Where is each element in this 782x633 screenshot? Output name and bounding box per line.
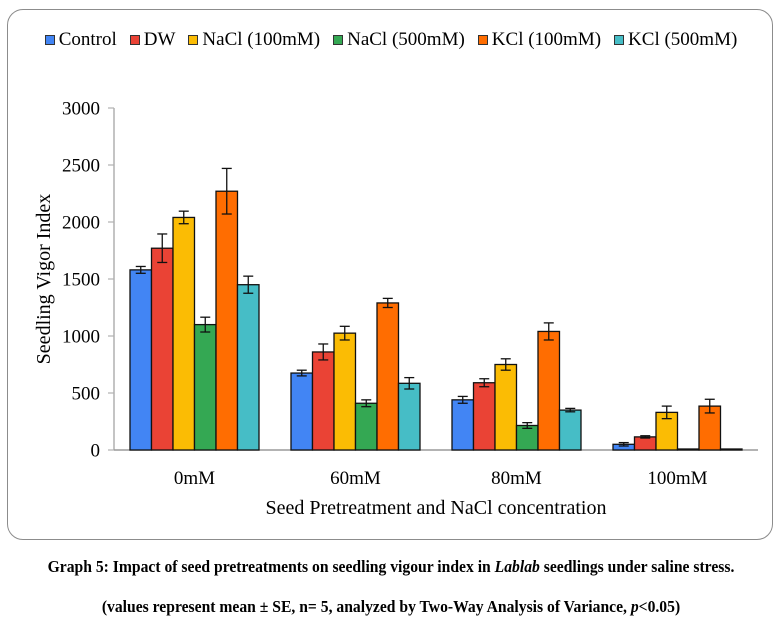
bar-chart: Seedling Vigor Index Seed Pretreatment a… (33, 99, 758, 519)
legend-swatch (614, 35, 625, 45)
bar (150, 247, 174, 451)
error-bar (361, 399, 372, 408)
bar (494, 363, 518, 451)
bar (719, 448, 743, 451)
caption-1-prefix: Graph 5: Impact of seed pretreatments on… (47, 557, 495, 576)
bar (172, 216, 196, 451)
x-tick-label: 80mM (491, 468, 542, 489)
error-bar (221, 167, 232, 215)
bar (558, 409, 582, 451)
error-bar (135, 265, 146, 274)
error-bar (243, 275, 254, 294)
bar (193, 323, 217, 451)
x-tick-label: 60mM (330, 468, 381, 489)
error-bar (565, 407, 576, 413)
error-bar (500, 358, 511, 371)
bar (537, 330, 561, 451)
bar (129, 269, 153, 451)
bar (290, 372, 314, 451)
error-bar (640, 435, 651, 439)
error-bar (382, 297, 393, 309)
error-bar (200, 316, 211, 333)
y-tick-label: 2500 (62, 156, 100, 177)
caption-line-1: Graph 5: Impact of seed pretreatments on… (31, 557, 750, 577)
error-bar (339, 325, 350, 341)
legend-swatch (44, 35, 55, 45)
legend-label: NaCl (500mM) (347, 29, 465, 50)
caption-2-prefix: (values represent mean ± SE, n= 5, analy… (101, 597, 631, 616)
error-bar (457, 395, 468, 404)
bar (376, 302, 400, 451)
y-tick-label: 3000 (62, 99, 100, 120)
caption-1-suffix: seedlings under saline stress. (539, 557, 735, 576)
legend-item: KCl (100mM) (477, 29, 602, 51)
y-ticks: 0 500 1000 1500 2000 2500 3000 (62, 99, 114, 462)
bar (397, 382, 421, 451)
bar (236, 284, 260, 451)
y-tick-label: 1000 (62, 327, 100, 348)
bar (676, 448, 700, 451)
legend-item: DW (129, 29, 176, 51)
bar (333, 332, 357, 451)
caption-2-suffix: <0.05) (638, 597, 681, 616)
error-bar (618, 441, 629, 447)
caption-1-italic: Lablab (494, 557, 540, 576)
legend: Control DW NaCl (100mM) NaCl (500mM) KCl (10… (0, 29, 782, 51)
bars (129, 190, 743, 451)
bar (311, 351, 335, 451)
legend-label: KCl (500mM) (628, 29, 738, 50)
y-tick-label: 0 (91, 441, 101, 462)
error-bar (404, 376, 415, 390)
bar (472, 382, 496, 451)
x-axis-title: Seed Pretreatment and NaCl concentration (266, 497, 607, 519)
bar (515, 424, 539, 451)
legend-swatch (333, 35, 344, 45)
y-tick-label: 500 (72, 384, 101, 405)
x-tick-label: 100mM (647, 468, 707, 489)
legend-swatch (188, 35, 199, 45)
legend-label: KCl (100mM) (491, 29, 602, 50)
bar (215, 190, 239, 451)
legend-swatch (477, 35, 488, 45)
legend-item: NaCl (500mM) (333, 29, 465, 51)
caption-line-2: (values represent mean ± SE, n= 5, analy… (31, 597, 750, 617)
error-bars (135, 167, 715, 447)
legend-label: NaCl (100mM) (202, 29, 321, 50)
error-bar (318, 343, 329, 361)
caption-2-italic: p (630, 597, 639, 616)
legend-item: NaCl (100mM) (188, 29, 320, 51)
bar (451, 399, 475, 451)
error-bar (522, 421, 533, 429)
legend-swatch (129, 35, 140, 45)
error-bar (296, 369, 307, 377)
error-bar (543, 322, 554, 341)
error-bar (178, 210, 189, 225)
bar (354, 402, 378, 451)
legend-label: DW (143, 29, 176, 50)
legend-item: KCl (500mM) (614, 29, 737, 51)
error-bar (661, 405, 672, 420)
y-tick-label: 2000 (62, 213, 100, 234)
error-bar (157, 233, 168, 264)
error-bar (704, 398, 715, 414)
x-tick-label: 0mM (174, 468, 215, 489)
legend-item: Control (44, 29, 117, 51)
y-axis-title: Seedling Vigor Index (33, 194, 55, 365)
legend-label: Control (58, 29, 117, 50)
x-ticks: 0mM 60mM 80mM 100mM (174, 468, 708, 489)
error-bar (479, 378, 490, 388)
y-tick-label: 1500 (62, 270, 100, 291)
bar (633, 436, 657, 451)
